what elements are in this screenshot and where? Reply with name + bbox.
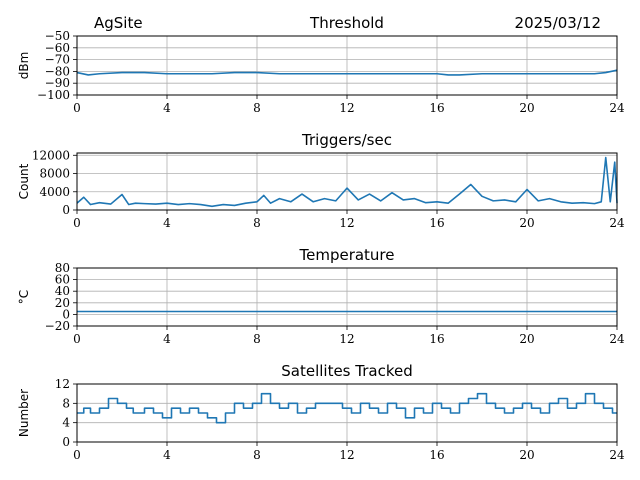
x-tick-label: 20 [519, 332, 534, 346]
y-tick-label: 4 [62, 416, 70, 430]
x-tick-label: 16 [429, 332, 444, 346]
y-tick-label: 80 [55, 261, 70, 275]
y-tick-label: 12 [55, 377, 70, 391]
panel-title: Temperature [298, 246, 394, 264]
y-tick-label: −60 [45, 41, 70, 55]
x-tick-label: 12 [339, 448, 354, 462]
x-tick-label: 24 [609, 448, 625, 462]
y-tick-label: −20 [45, 319, 70, 333]
y-tick-label: −100 [37, 88, 70, 102]
x-tick-label: 12 [339, 332, 354, 346]
chart-panel-4: 0 4 8 12 16 20 24 0 4 8 12 Satellites Tracked Number [17, 362, 625, 462]
y-axis-label: Count [17, 163, 31, 199]
y-tick-label: 20 [55, 296, 70, 310]
date-label: 2025/03/12 [515, 14, 601, 32]
x-tick-label: 24 [609, 216, 625, 230]
x-tick-label: 20 [519, 216, 534, 230]
panel-title: Threshold [309, 14, 384, 32]
x-tick-label: 12 [339, 216, 354, 230]
y-tick-label: −90 [45, 76, 70, 90]
x-tick-label: 0 [73, 216, 81, 230]
y-tick-label: −70 [45, 53, 70, 67]
x-tick-label: 4 [163, 332, 171, 346]
x-tick-label: 0 [73, 332, 81, 346]
y-axis-label: °C [17, 290, 31, 304]
x-tick-label: 16 [429, 216, 444, 230]
series-line [76, 156, 618, 208]
x-tick-label: 4 [163, 448, 171, 462]
x-tick-label: 24 [609, 332, 625, 346]
x-tick-label: 4 [163, 216, 171, 230]
y-axis-label: Number [17, 389, 31, 437]
y-tick-label: 8 [62, 396, 70, 410]
x-tick-label: 16 [429, 448, 444, 462]
series-line [76, 69, 618, 76]
x-tick-label: 4 [163, 101, 171, 115]
series-line [77, 392, 617, 424]
panel-title: Satellites Tracked [281, 362, 412, 380]
x-tick-label: 8 [253, 448, 261, 462]
chart-panel-1: 0 4 8 12 16 20 24 −100−90−80−70−60−50 Threshold d… [17, 14, 625, 115]
x-tick-label: 8 [253, 216, 261, 230]
y-tick-label: 0 [62, 203, 70, 217]
x-tick-label: 20 [519, 448, 534, 462]
x-tick-label: 12 [339, 101, 354, 115]
chart-panel-2: 0 4 8 12 16 20 24 0 4000 8000 12000 Triggers/sec Cou… [17, 131, 625, 230]
x-tick-label: 24 [609, 101, 625, 115]
y-tick-label: 40 [55, 284, 70, 298]
site-label: AgSite [94, 14, 143, 32]
y-tick-label: 8000 [39, 167, 70, 181]
y-tick-label: 12000 [32, 148, 70, 162]
x-tick-label: 8 [253, 332, 261, 346]
x-tick-label: 20 [519, 101, 534, 115]
y-tick-label: 0 [62, 435, 70, 449]
x-tick-label: 16 [429, 101, 444, 115]
x-tick-label: 8 [253, 101, 261, 115]
x-tick-label: 0 [73, 101, 81, 115]
panel-title: Triggers/sec [301, 131, 392, 149]
y-tick-label: 4000 [39, 185, 70, 199]
y-tick-label: 0 [62, 307, 70, 321]
x-tick-label: 0 [73, 448, 81, 462]
y-axis-label: dBm [17, 52, 31, 80]
y-tick-label: −80 [45, 64, 70, 78]
y-tick-label: 60 [55, 273, 70, 287]
y-tick-label: −50 [45, 29, 70, 43]
